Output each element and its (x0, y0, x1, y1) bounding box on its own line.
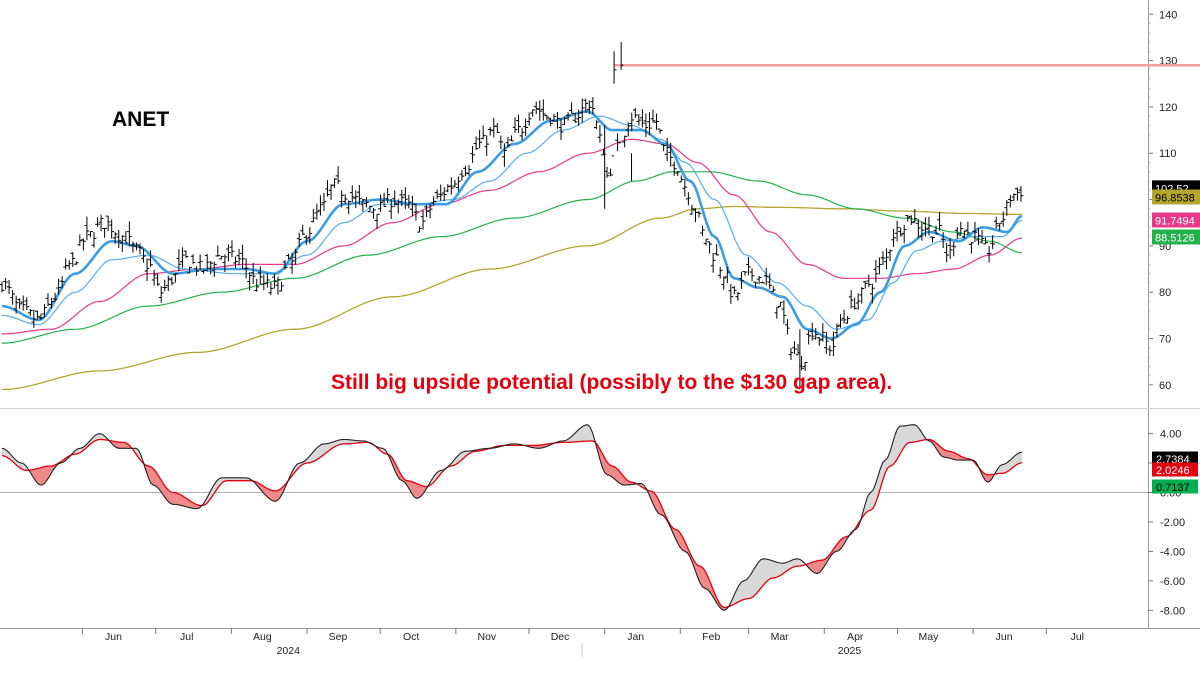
price-value-flag (1152, 212, 1200, 228)
macd-value-flag-label: 0.7137 (1156, 482, 1190, 494)
macd-fill-segment (767, 559, 771, 581)
price-value-flag (1152, 189, 1200, 205)
macd-fill-segment (121, 442, 125, 449)
macd-fill-segment (870, 489, 874, 511)
macd-fill-segment (772, 560, 776, 579)
macd-fill-segment (816, 560, 820, 574)
x-axis-year-label: 2025 (838, 645, 862, 657)
x-axis-month-label: Mar (771, 631, 790, 643)
x-axis-month-label: Feb (702, 631, 720, 643)
macd-fill-segment (797, 558, 801, 567)
macd-fill-segment (770, 559, 774, 579)
x-axis-month-label: May (919, 631, 940, 643)
macd-fill-segment (814, 560, 818, 574)
x-axis-month-label: Oct (403, 631, 419, 643)
macd-axis-label: -8.00 (1160, 605, 1185, 617)
macd-fill-segment (582, 424, 586, 442)
macd-fill-segment (760, 558, 764, 589)
macd-fill-segment (906, 424, 910, 444)
macd-fill-segment (763, 558, 766, 586)
macd-axis-label: -6.00 (1160, 576, 1185, 588)
macd-fill-segment (584, 424, 588, 442)
macd-fill-segment (745, 576, 749, 600)
price-axis-label: 60 (1159, 380, 1171, 392)
sma20-line (1, 115, 1023, 330)
macd-fill-segment (1019, 451, 1023, 464)
price-value-flag-label: 96.8538 (1155, 193, 1195, 205)
macd-axis-label: 4.00 (1160, 429, 1181, 441)
sma200-line (1, 205, 1022, 391)
x-axis-year-label: 2024 (277, 645, 301, 657)
x-axis-month-label: Dec (551, 631, 570, 643)
macd-fill-segment (150, 466, 154, 486)
price-value-flag-label: 88.5126 (1155, 233, 1195, 245)
macd-value-flag (1152, 479, 1198, 494)
macd-fill-segment (272, 490, 276, 502)
macd-fill-segment (911, 424, 915, 443)
x-axis-month-label: Jul (180, 631, 193, 643)
x-axis-month-label: Jun (996, 631, 1013, 643)
x-axis-month-label: Aug (253, 631, 272, 643)
macd-axis-label: -4.00 (1160, 546, 1185, 558)
x-axis-month-label: Sep (329, 631, 348, 643)
macd-fill-segment (38, 467, 42, 486)
price-value-flag (1152, 229, 1200, 245)
macd-fill-segment (40, 466, 44, 486)
macd-fill-segment (118, 441, 122, 449)
macd-axis-label: -2.00 (1160, 517, 1185, 529)
macd-fill-segment (414, 482, 418, 499)
macd-fill-segment (794, 558, 798, 567)
chart-annotation: Still big upside potential (possibly to … (331, 371, 893, 394)
macd-fill-segment (580, 425, 583, 442)
macd-signal-line (1, 438, 1023, 609)
macd-fill-segment (909, 424, 913, 443)
macd-value-flag-label: 2.0246 (1156, 465, 1190, 477)
ticker-title: ANET (112, 108, 170, 131)
ohlc-bars (0, 42, 1024, 371)
sma100-line (2, 171, 1022, 344)
macd-value-flag (1152, 451, 1198, 466)
macd-fill-segment (741, 580, 745, 601)
price-value-flag-label: 91.7494 (1155, 216, 1195, 228)
macd-fill-segment (275, 490, 278, 502)
macd-fill-segment (758, 559, 762, 592)
macd-line (1, 424, 1023, 611)
x-axis-month-label: Jul (1071, 631, 1084, 643)
price-axis-label: 80 (1159, 287, 1171, 299)
macd-fill-segment (1, 447, 5, 457)
macd-fill-segment (777, 562, 781, 578)
macd-fill-segment (174, 492, 178, 506)
price-axis-label: 120 (1159, 102, 1177, 114)
x-axis-month-label: Apr (847, 631, 864, 643)
price-axis-label: 70 (1159, 334, 1171, 346)
macd-fill-segment (170, 491, 174, 505)
price-axis-label: 140 (1159, 9, 1177, 21)
macd-fill-segment (177, 493, 181, 506)
macd-fill-segment (775, 561, 779, 578)
macd-fill-segment (753, 564, 757, 597)
macd-fill-segment (743, 579, 747, 600)
macd-fill-segment (946, 450, 949, 459)
sma10-line (1, 110, 1023, 340)
macd-value-flag (1152, 462, 1198, 477)
macd-fill-segment (755, 561, 759, 595)
x-axis-month-label: Jan (627, 631, 644, 643)
macd-fill-segment (172, 492, 176, 505)
macd-fill-segment (1002, 463, 1006, 474)
price-axis-label: 110 (1159, 148, 1177, 160)
macd-fill-band (1, 424, 1023, 611)
x-axis-month-label: Nov (477, 631, 496, 643)
macd-fill-segment (765, 558, 769, 583)
x-axis-month-label: Jun (105, 631, 122, 643)
macd-fill-segment (914, 424, 918, 443)
sma50-line (2, 138, 1022, 335)
macd-fill-segment (416, 483, 420, 499)
